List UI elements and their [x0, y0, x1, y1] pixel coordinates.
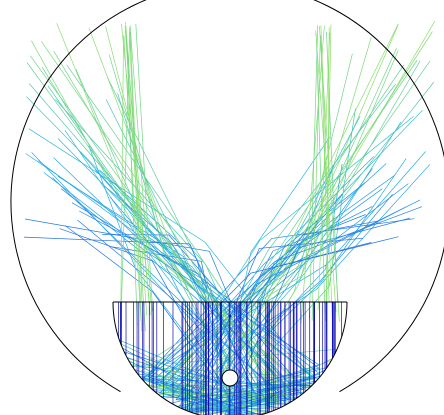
reflected-ray	[315, 30, 337, 313]
reflected-ray	[320, 25, 333, 328]
reflected-ray	[309, 25, 319, 319]
vertical-rays-group	[118, 302, 342, 415]
reflected-ray	[108, 54, 289, 415]
reflected-ray	[315, 33, 326, 314]
reflected-ray	[120, 36, 124, 332]
reflected-ray	[53, 51, 291, 396]
reflected-ray	[80, 151, 272, 400]
reflected-ray	[105, 99, 315, 413]
reflected-ray	[320, 35, 330, 303]
reflected-ray	[121, 23, 150, 304]
reflected-ray	[135, 23, 153, 311]
reflected-rays-group	[23, 20, 436, 415]
reflected-ray	[211, 116, 361, 415]
reflected-ray	[189, 60, 431, 400]
reflected-ray	[123, 34, 142, 322]
reflected-ray	[43, 172, 320, 409]
focus-point-marker	[228, 314, 232, 318]
central-hole-circle	[221, 369, 239, 387]
reflected-ray	[129, 27, 143, 332]
reflected-ray	[183, 121, 402, 410]
reflected-ray	[37, 160, 321, 412]
reflected-ray	[129, 25, 153, 320]
reflected-ray	[311, 37, 321, 321]
reflected-ray	[166, 59, 418, 402]
reflected-ray	[120, 32, 131, 330]
reflected-ray	[300, 25, 325, 324]
reflected-ray	[224, 217, 411, 415]
reflected-ray	[56, 23, 301, 387]
reflected-ray	[326, 31, 338, 303]
mirror-bowl-boundary	[112, 301, 348, 415]
reflected-ray	[26, 62, 244, 411]
reflected-ray	[165, 116, 414, 415]
reflected-ray	[77, 219, 289, 415]
outer-circle-boundary	[10, 0, 444, 393]
reflected-ray	[317, 32, 331, 311]
reflected-ray	[64, 225, 241, 415]
reflected-ray	[197, 24, 399, 413]
reflected-ray	[326, 27, 330, 331]
